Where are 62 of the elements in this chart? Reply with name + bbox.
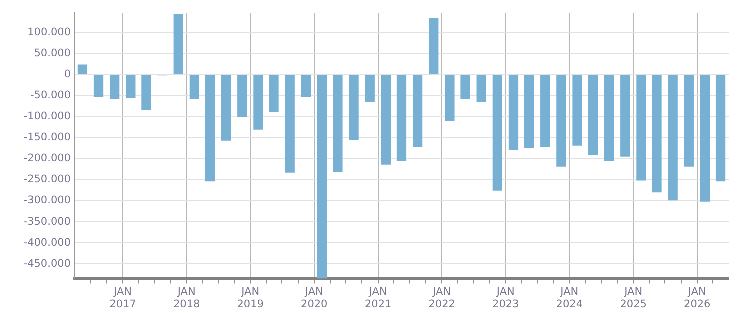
bar xyxy=(238,75,248,118)
bar xyxy=(604,75,614,162)
y-tick-label: -450.000 xyxy=(24,258,71,270)
bar xyxy=(174,14,184,74)
bar xyxy=(445,75,455,122)
y-tick-label: -100.000 xyxy=(24,110,71,123)
bar xyxy=(396,75,407,162)
x-tick-label: JAN 2018 xyxy=(173,286,200,310)
bar xyxy=(412,75,423,148)
bar xyxy=(556,75,566,167)
bar xyxy=(365,75,375,102)
bar xyxy=(620,75,630,157)
y-tick-label: -350.000 xyxy=(24,216,71,228)
bar xyxy=(540,75,550,148)
bar xyxy=(269,75,279,112)
x-tick-label: JAN 2025 xyxy=(620,286,647,310)
bar xyxy=(652,75,662,193)
y-tick-label: -400.000 xyxy=(24,236,71,249)
y-tick-label: -300.000 xyxy=(24,194,71,207)
x-tick-label: JAN 2024 xyxy=(556,286,584,310)
bar xyxy=(254,75,264,130)
bar xyxy=(700,75,710,202)
bar xyxy=(381,75,392,165)
bar xyxy=(572,75,582,146)
y-tick-label: -200.000 xyxy=(24,152,71,165)
bar xyxy=(492,75,502,191)
bar xyxy=(205,75,216,182)
x-tick-label: JAN 2021 xyxy=(364,286,392,310)
y-tick-label: -250.000 xyxy=(24,174,71,186)
y-tick-label: 0 xyxy=(64,68,71,81)
bar xyxy=(524,75,534,148)
bar xyxy=(190,75,200,100)
bar xyxy=(142,75,152,110)
bar xyxy=(221,75,232,141)
bar xyxy=(78,64,88,74)
x-tick-label: JAN 2026 xyxy=(684,286,712,310)
x-tick-label: JAN 2023 xyxy=(492,286,520,310)
y-tick-label: 50.000 xyxy=(34,48,71,60)
bar xyxy=(301,75,311,98)
bar xyxy=(508,75,519,150)
bar xyxy=(476,75,486,102)
y-tick-label: -50.000 xyxy=(30,90,71,102)
x-tick-label: JAN 2017 xyxy=(110,286,136,310)
bar xyxy=(668,75,678,201)
y-tick-label: -150.000 xyxy=(24,132,71,144)
bar xyxy=(285,75,295,173)
x-tick-label: JAN 2019 xyxy=(237,286,264,310)
y-tick-label: 100.000 xyxy=(28,26,71,38)
bar xyxy=(429,18,439,74)
bar xyxy=(94,75,104,98)
bar xyxy=(317,75,328,279)
bar xyxy=(684,75,694,167)
bar xyxy=(333,75,343,172)
bar xyxy=(460,75,470,100)
bar xyxy=(349,75,359,140)
bar xyxy=(588,75,598,156)
bar xyxy=(716,75,726,182)
bar xyxy=(126,75,136,98)
bar xyxy=(110,75,120,100)
bar xyxy=(636,75,646,181)
x-tick-label: JAN 2022 xyxy=(428,286,456,310)
x-tick-label: JAN 2020 xyxy=(301,286,328,310)
